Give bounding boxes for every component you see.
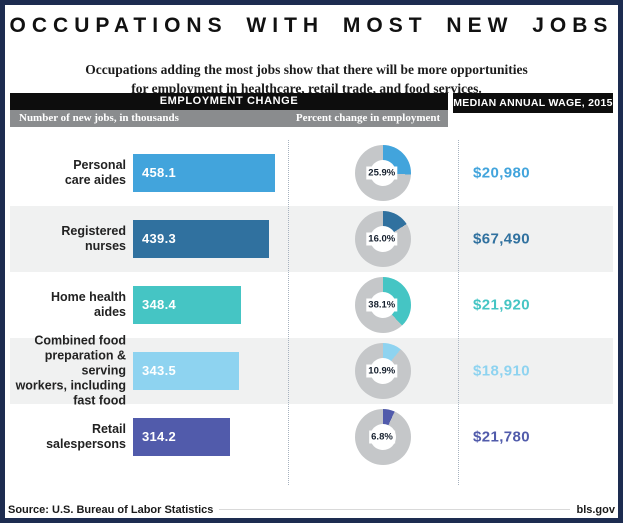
new-jobs-bar: 343.5 (133, 352, 239, 390)
infographic-canvas: OCCUPATIONS WITH MOST NEW JOBS Occupatio… (5, 5, 618, 518)
row-personal-care-aides: Personal care aides 458.1 25.9% $20,980 (10, 140, 613, 206)
occupation-label: Registered nurses (61, 224, 126, 253)
new-jobs-bar: 458.1 (133, 154, 275, 192)
bar-value-label: 343.5 (142, 363, 177, 378)
percent-change-donut: 38.1% (355, 277, 411, 333)
occupation-label: Retail salespersons (46, 422, 126, 451)
new-jobs-bar: 314.2 (133, 418, 230, 456)
header-median-wage: MEDIAN ANNUAL WAGE, 2015 (453, 93, 613, 113)
subheader-new-jobs: Number of new jobs, in thousands (19, 112, 179, 124)
donut-percent-label: 38.1% (366, 298, 398, 312)
percent-change-donut: 6.8% (355, 409, 411, 465)
median-wage-value: $67,490 (473, 230, 531, 248)
median-wage-value: $20,980 (473, 164, 531, 182)
occupation-label: Personal care aides (64, 158, 126, 187)
row-retail-salespersons: Retail salespersons 314.2 6.8% $21,780 (10, 404, 613, 470)
percent-change-donut: 16.0% (355, 211, 411, 267)
donut-percent-label: 10.9% (366, 364, 398, 378)
new-jobs-bar: 348.4 (133, 286, 241, 324)
subheader-percent-change: Percent change in employment (295, 112, 441, 124)
donut-percent-label: 6.8% (369, 430, 395, 444)
bar-value-label: 348.4 (142, 297, 177, 312)
row-combined-food-prep-workers: Combined food preparation & serving work… (10, 334, 613, 408)
divider-bars-donuts (288, 140, 289, 485)
subtitle: Occupations adding the most jobs show th… (5, 60, 608, 98)
page-title: OCCUPATIONS WITH MOST NEW JOBS (9, 14, 614, 37)
donut-percent-label: 25.9% (366, 166, 398, 180)
row-registered-nurses: Registered nurses 439.3 16.0% $67,490 (10, 206, 613, 272)
subtitle-line-1: Occupations adding the most jobs show th… (85, 62, 528, 77)
occupation-label: Home health aides (50, 290, 126, 319)
new-jobs-bar: 439.3 (133, 220, 269, 258)
median-wage-value: $21,920 (473, 296, 531, 314)
median-wage-value: $21,780 (473, 428, 531, 446)
subheader-bar: Number of new jobs, in thousands Percent… (10, 110, 448, 127)
bls-gov-label: bls.gov (570, 504, 615, 516)
footer-divider (8, 509, 613, 510)
occupation-label: Combined food preparation & serving work… (15, 333, 126, 408)
source-credit: Source: U.S. Bureau of Labor Statistics (8, 504, 220, 516)
bar-value-label: 458.1 (142, 165, 177, 180)
percent-change-donut: 10.9% (355, 343, 411, 399)
divider-donuts-wages (458, 140, 459, 485)
chart-rows: Personal care aides 458.1 25.9% $20,980 … (10, 140, 613, 485)
median-wage-value: $18,910 (473, 362, 531, 380)
bar-value-label: 314.2 (142, 429, 177, 444)
bar-value-label: 439.3 (142, 231, 177, 246)
percent-change-donut: 25.9% (355, 145, 411, 201)
row-home-health-aides: Home health aides 348.4 38.1% $21,920 (10, 272, 613, 338)
donut-percent-label: 16.0% (366, 232, 398, 246)
header-employment-change: EMPLOYMENT CHANGE (10, 93, 448, 110)
subtitle-line-2: for employment in healthcare, retail tra… (131, 81, 482, 96)
